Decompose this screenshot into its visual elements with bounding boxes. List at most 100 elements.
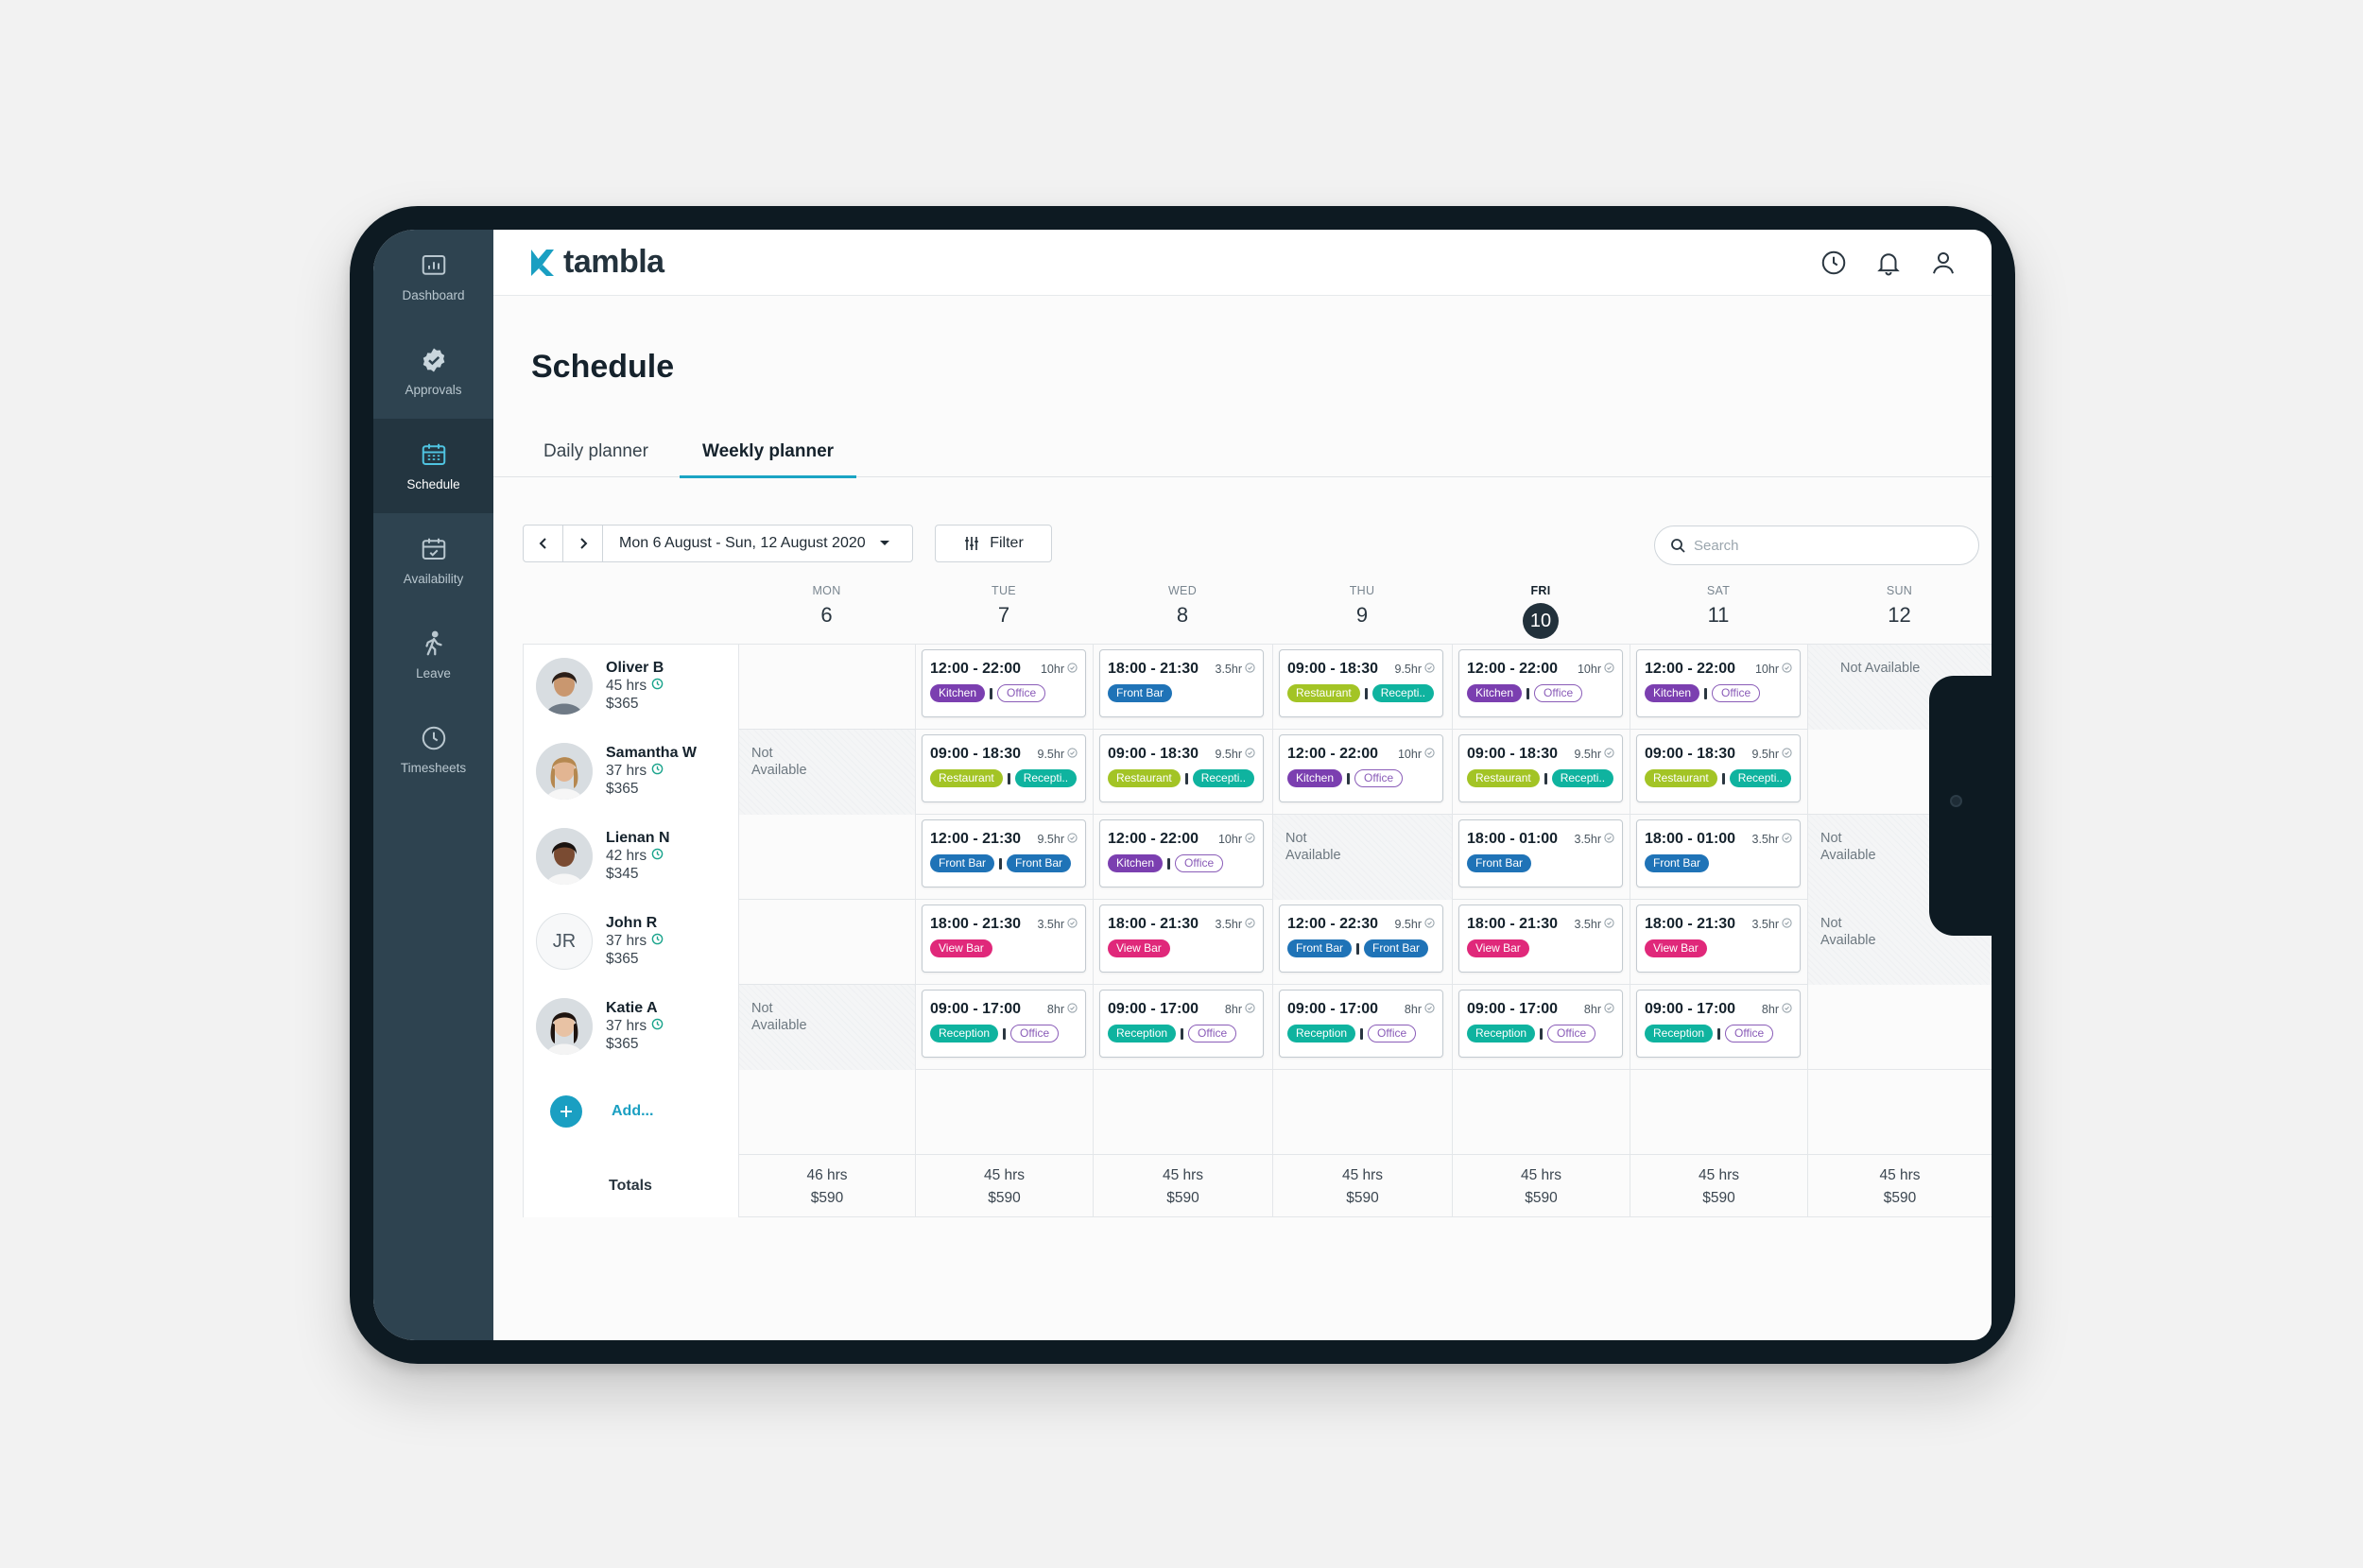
shift-card[interactable]: 09:00 - 18:30 9.5hr Restaurant Recepti.. [1458,734,1623,802]
add-employee-label[interactable]: Add... [612,1103,654,1119]
shift-card[interactable]: 09:00 - 18:30 9.5hr Restaurant Recepti.. [922,734,1086,802]
shift-card[interactable]: 12:00 - 21:30 9.5hr Front Bar Front Bar [922,819,1086,887]
schedule-cell[interactable]: 09:00 - 18:30 9.5hr Restaurant Recepti.. [1630,730,1807,815]
shift-card[interactable]: 09:00 - 17:00 8hr Reception Office [1099,990,1264,1058]
schedule-cell[interactable]: 18:00 - 21:30 3.5hr View Bar [915,900,1093,985]
bell-icon[interactable] [1874,249,1903,277]
shift-card[interactable]: 09:00 - 17:00 8hr Reception Office [1458,990,1623,1058]
employee-hours: 45 hrs [606,678,647,694]
schedule-cell[interactable]: 18:00 - 21:30 3.5hr Front Bar [1093,645,1272,730]
shift-card[interactable]: 12:00 - 22:30 9.5hr Front Bar Front Bar [1279,905,1443,973]
shift-card[interactable]: 18:00 - 21:30 3.5hr Front Bar [1099,649,1264,717]
tab-daily-planner[interactable]: Daily planner [543,441,648,461]
schedule-cell[interactable] [738,1070,915,1155]
add-employee-cell[interactable]: Add... [523,1070,738,1155]
shift-card[interactable]: 18:00 - 21:30 3.5hr View Bar [1099,905,1264,973]
schedule-cell[interactable]: 12:00 - 22:00 10hr Kitchen Office [1630,645,1807,730]
shift-card[interactable]: 09:00 - 17:00 8hr Reception Office [1636,990,1801,1058]
sidebar-item-availability[interactable]: Availability [373,513,493,608]
user-icon[interactable] [1929,249,1958,277]
schedule-cell[interactable]: 09:00 - 17:00 8hr Reception Office [1630,985,1807,1070]
sidebar-item-dashboard[interactable]: Dashboard [373,230,493,324]
date-range-select[interactable]: Mon 6 August - Sun, 12 August 2020 [602,525,913,562]
employee-cell[interactable]: Lienan N 42 hrs $345 [523,815,738,900]
tambla-logo[interactable]: tambla [526,244,664,281]
next-week-button[interactable] [562,525,603,562]
schedule-cell[interactable] [738,900,915,985]
schedule-cell[interactable]: 09:00 - 18:30 9.5hr Restaurant Recepti.. [1452,730,1630,815]
sidebar-item-schedule[interactable]: Schedule [373,419,493,513]
shift-card[interactable]: 09:00 - 18:30 9.5hr Restaurant Recepti.. [1279,649,1443,717]
sidebar-item-approvals[interactable]: Approvals [373,324,493,419]
shift-card[interactable]: 12:00 - 22:00 10hr Kitchen Office [1099,819,1264,887]
shift-card[interactable]: 09:00 - 17:00 8hr Reception Office [1279,990,1443,1058]
employee-name: John R [606,915,658,931]
shift-card[interactable]: 12:00 - 22:00 10hr Kitchen Office [1458,649,1623,717]
tag-separator [1540,1027,1544,1040]
leave-walking-icon [424,630,442,656]
schedule-cell[interactable]: 18:00 - 01:00 3.5hr Front Bar [1452,815,1630,900]
total-values: 45 hrs $590 [1453,1164,1630,1210]
schedule-cell[interactable]: 09:00 - 18:30 9.5hr Restaurant Recepti.. [1272,645,1452,730]
schedule-cell[interactable] [1630,1070,1807,1155]
schedule-cell[interactable] [1807,1070,1992,1155]
shift-card[interactable]: 18:00 - 01:00 3.5hr Front Bar [1458,819,1623,887]
schedule-cell[interactable] [1807,985,1992,1070]
schedule-cell[interactable]: 18:00 - 21:30 3.5hr View Bar [1630,900,1807,985]
employee-pay: $365 [606,781,639,797]
schedule-cell[interactable]: Not Available [1807,900,1992,985]
schedule-cell[interactable]: Not Available [1272,815,1452,900]
schedule-cell[interactable] [1272,1070,1452,1155]
tab-weekly-planner[interactable]: Weekly planner [680,441,857,478]
schedule-cell[interactable]: 18:00 - 21:30 3.5hr View Bar [1093,900,1272,985]
sidebar-item-leave[interactable]: Leave [373,608,493,702]
shift-time: 12:00 - 22:00 [1108,831,1199,847]
schedule-cell[interactable]: 12:00 - 22:00 10hr Kitchen Office [915,645,1093,730]
employee-details: Samantha W 37 hrs $365 [606,745,697,798]
shift-card[interactable]: 12:00 - 22:00 10hr Kitchen Office [922,649,1086,717]
schedule-cell[interactable]: 12:00 - 22:00 10hr Kitchen Office [1452,645,1630,730]
employee-cell[interactable]: JR John R 37 hrs $365 [523,900,738,985]
schedule-cell[interactable] [915,1070,1093,1155]
schedule-cell[interactable]: 09:00 - 17:00 8hr Reception Office [1452,985,1630,1070]
shift-card[interactable]: 12:00 - 22:00 10hr Kitchen Office [1279,734,1443,802]
employee-cell[interactable]: Samantha W 37 hrs $365 [523,730,738,815]
prev-week-button[interactable] [523,525,563,562]
shift-status-check-icon [1067,918,1078,931]
shift-card[interactable]: 09:00 - 18:30 9.5hr Restaurant Recepti.. [1099,734,1264,802]
schedule-cell[interactable] [1452,1070,1630,1155]
search-input[interactable] [1694,537,1958,554]
schedule-cell[interactable]: 18:00 - 01:00 3.5hr Front Bar [1630,815,1807,900]
schedule-cell[interactable]: 12:00 - 22:00 10hr Kitchen Office [1093,815,1272,900]
schedule-cell[interactable]: 09:00 - 17:00 8hr Reception Office [1093,985,1272,1070]
schedule-cell[interactable]: 18:00 - 21:30 3.5hr View Bar [1452,900,1630,985]
schedule-cell[interactable]: 09:00 - 17:00 8hr Reception Office [1272,985,1452,1070]
sidebar-item-timesheets[interactable]: Timesheets [373,702,493,797]
shift-card[interactable]: 09:00 - 18:30 9.5hr Restaurant Recepti.. [1636,734,1801,802]
employee-cell[interactable]: Oliver B 45 hrs $365 [523,645,738,730]
schedule-cell[interactable]: 09:00 - 18:30 9.5hr Restaurant Recepti.. [1093,730,1272,815]
schedule-cell[interactable] [1807,730,1992,815]
shift-header: 12:00 - 22:00 10hr [930,661,1078,678]
schedule-cell[interactable] [1093,1070,1272,1155]
schedule-cell[interactable]: 09:00 - 18:30 9.5hr Restaurant Recepti.. [915,730,1093,815]
shift-card[interactable]: 18:00 - 21:30 3.5hr View Bar [922,905,1086,973]
clock-icon[interactable] [1820,249,1848,277]
search-box[interactable] [1654,526,1979,565]
shift-card[interactable]: 18:00 - 21:30 3.5hr View Bar [1458,905,1623,973]
schedule-cell[interactable] [738,815,915,900]
schedule-cell[interactable] [738,645,915,730]
shift-card[interactable]: 12:00 - 22:00 10hr Kitchen Office [1636,649,1801,717]
filter-button[interactable]: Filter [935,525,1052,562]
schedule-cell[interactable]: 12:00 - 21:30 9.5hr Front Bar Front Bar [915,815,1093,900]
schedule-cell[interactable]: 12:00 - 22:30 9.5hr Front Bar Front Bar [1272,900,1452,985]
schedule-cell[interactable]: Not Available [738,985,915,1070]
add-employee-button[interactable] [550,1095,582,1128]
shift-card[interactable]: 18:00 - 21:30 3.5hr View Bar [1636,905,1801,973]
shift-card[interactable]: 09:00 - 17:00 8hr Reception Office [922,990,1086,1058]
employee-cell[interactable]: Katie A 37 hrs $365 [523,985,738,1070]
schedule-cell[interactable]: 09:00 - 17:00 8hr Reception Office [915,985,1093,1070]
schedule-cell[interactable]: Not Available [738,730,915,815]
schedule-cell[interactable]: 12:00 - 22:00 10hr Kitchen Office [1272,730,1452,815]
shift-card[interactable]: 18:00 - 01:00 3.5hr Front Bar [1636,819,1801,887]
